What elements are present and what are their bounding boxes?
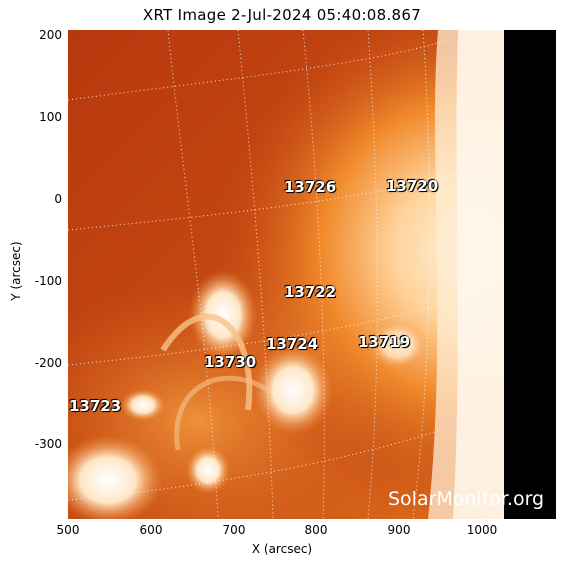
off-limb-space <box>504 30 556 519</box>
watermark: SolarMonitor.org <box>388 488 545 510</box>
x-tick-label: 700 <box>222 523 246 537</box>
x-tick-label: 500 <box>56 523 80 537</box>
region-label: 13723 <box>69 397 122 415</box>
region-label: 13724 <box>266 335 319 353</box>
y-tick-label: 200 <box>39 28 62 42</box>
y-tick-label: -200 <box>34 356 62 370</box>
y-tick-label: 0 <box>54 192 62 206</box>
x-tick-label: 1000 <box>466 523 498 537</box>
region-label: 13719 <box>358 333 411 351</box>
heliographic-grid <box>67 29 499 520</box>
x-axis-label: X (arcsec) <box>251 542 313 556</box>
region-label: 13722 <box>284 283 337 301</box>
x-tick-label: 600 <box>139 523 163 537</box>
image-title: XRT Image 2-Jul-2024 05:40:08.867 <box>142 6 422 24</box>
xrt-solar-image <box>8 29 556 560</box>
y-tick-label: -100 <box>34 274 62 288</box>
x-tick-label: 800 <box>304 523 328 537</box>
region-label: 13720 <box>386 177 439 195</box>
y-tick-label: 100 <box>39 110 62 124</box>
x-tick-label: 900 <box>387 523 411 537</box>
y-tick-label: -300 <box>34 437 62 451</box>
region-label: 13726 <box>284 178 337 196</box>
xrt-image-panel <box>8 29 556 560</box>
y-axis-label: Y (arcsec) <box>9 241 23 301</box>
region-label: 13730 <box>204 353 257 371</box>
